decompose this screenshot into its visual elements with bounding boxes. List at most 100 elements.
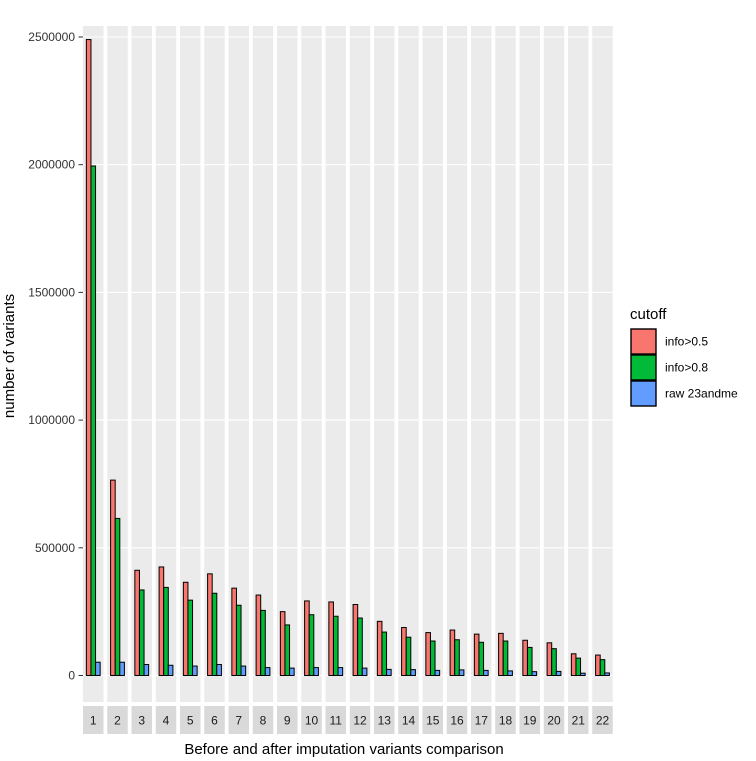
y-tick-label: 1000000 xyxy=(28,413,75,427)
facet-label: 22 xyxy=(596,714,610,728)
x-axis-title: Before and after imputation variants com… xyxy=(184,741,503,758)
bar xyxy=(483,669,489,677)
facet-strip xyxy=(131,706,152,734)
bar xyxy=(114,517,121,677)
facet-label: 13 xyxy=(378,714,392,728)
facet-panel-background xyxy=(543,26,565,702)
bar xyxy=(182,581,189,676)
bar xyxy=(313,667,319,676)
bar xyxy=(240,665,247,676)
bar xyxy=(357,617,363,676)
facet-label: 14 xyxy=(402,714,416,728)
facet-strip xyxy=(83,706,104,734)
facet-panel-background xyxy=(349,26,371,702)
facet-strip xyxy=(155,706,177,734)
bar xyxy=(575,657,582,677)
bar xyxy=(551,648,557,676)
bar xyxy=(498,632,504,677)
bar xyxy=(163,586,169,677)
facet-panel-background xyxy=(131,26,152,702)
facet-strip xyxy=(325,706,346,734)
facet-label: 1 xyxy=(90,714,97,728)
bar xyxy=(478,641,485,676)
bar xyxy=(231,587,237,676)
bar xyxy=(376,620,383,677)
facet-label: 4 xyxy=(163,714,170,728)
facet-panel-background xyxy=(277,26,298,702)
facet-strip xyxy=(568,706,589,734)
facet-strip xyxy=(592,706,613,734)
y-axis-title: number of variants xyxy=(1,294,18,418)
facet-panel-background xyxy=(471,26,492,702)
facet-label: 12 xyxy=(353,714,367,728)
facet-panel-background xyxy=(519,26,540,702)
facet-strip xyxy=(349,706,371,734)
facet-strip xyxy=(422,706,443,734)
bar xyxy=(458,669,465,677)
bar xyxy=(473,633,480,676)
bar xyxy=(386,668,392,677)
bar xyxy=(192,665,198,676)
bar xyxy=(555,670,562,676)
facet-strip xyxy=(495,706,516,734)
facet-strip xyxy=(228,706,249,734)
facet-strip xyxy=(277,706,298,734)
legend: cutoff info>0.5 info>0.8 raw 23andme xyxy=(630,306,738,407)
y-tick-label: 0 xyxy=(68,669,75,683)
y-tick-label: 1500000 xyxy=(28,285,75,299)
bar xyxy=(328,601,334,677)
facet-label: 16 xyxy=(450,714,464,728)
facet-panel-background xyxy=(398,26,419,702)
bar xyxy=(216,664,222,677)
facet-strip xyxy=(301,706,322,734)
facet-strip xyxy=(446,706,468,734)
facet-strip xyxy=(107,706,128,734)
facet-label: 2 xyxy=(114,714,121,728)
bar xyxy=(604,672,610,676)
bar xyxy=(401,626,407,677)
legend-key xyxy=(630,328,657,355)
facet-panel-background xyxy=(204,26,225,702)
bar xyxy=(425,632,431,676)
bar xyxy=(352,603,359,676)
bar xyxy=(531,671,538,677)
bar xyxy=(138,589,145,676)
facet-strip xyxy=(374,706,395,734)
facet-panel-background xyxy=(495,26,516,702)
facet-label: 17 xyxy=(475,714,489,728)
legend-label: info>0.8 xyxy=(665,361,708,375)
bar xyxy=(454,639,460,677)
bar xyxy=(599,659,606,677)
facet-panel-background xyxy=(301,26,322,702)
bar xyxy=(95,661,101,676)
bar xyxy=(337,667,344,676)
bar xyxy=(167,664,174,676)
bar xyxy=(110,479,116,676)
bar xyxy=(526,646,533,677)
y-axis: 0 500000 1000000 1500000 2000000 2500000 xyxy=(28,30,83,683)
facet-strip xyxy=(471,706,492,734)
bar xyxy=(134,569,140,677)
bar xyxy=(546,642,553,676)
facet-panel-background xyxy=(155,26,177,702)
bar xyxy=(507,670,513,676)
bar xyxy=(449,629,456,677)
bar xyxy=(308,614,315,676)
bar xyxy=(279,611,286,677)
bar xyxy=(381,631,388,676)
facet-label: 19 xyxy=(523,714,537,728)
facet-label: 11 xyxy=(330,714,343,728)
facet-panel-background xyxy=(568,26,589,702)
bar xyxy=(361,667,368,676)
y-tick-label: 2500000 xyxy=(28,30,75,44)
bar xyxy=(410,669,416,676)
legend-key xyxy=(630,354,657,381)
bars xyxy=(85,39,610,677)
facet-label: 15 xyxy=(426,714,440,728)
bar xyxy=(143,664,150,677)
facet-strip xyxy=(398,706,419,734)
bar xyxy=(207,573,213,677)
bar xyxy=(332,615,339,676)
bar xyxy=(429,640,436,676)
